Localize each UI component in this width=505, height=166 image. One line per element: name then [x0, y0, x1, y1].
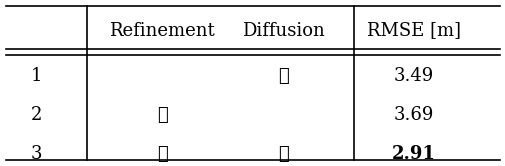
Text: 2: 2: [31, 106, 42, 124]
Text: 3.69: 3.69: [393, 106, 433, 124]
Text: 1: 1: [31, 67, 42, 85]
Text: RMSE [m]: RMSE [m]: [366, 22, 460, 40]
Text: ✓: ✓: [277, 67, 288, 85]
Text: 2.91: 2.91: [391, 145, 435, 163]
Text: ✓: ✓: [157, 145, 168, 163]
Text: Refinement: Refinement: [109, 22, 215, 40]
Text: ✓: ✓: [157, 106, 168, 124]
Text: Diffusion: Diffusion: [241, 22, 324, 40]
Text: ✓: ✓: [277, 145, 288, 163]
Text: 3.49: 3.49: [393, 67, 433, 85]
Text: 3: 3: [31, 145, 42, 163]
